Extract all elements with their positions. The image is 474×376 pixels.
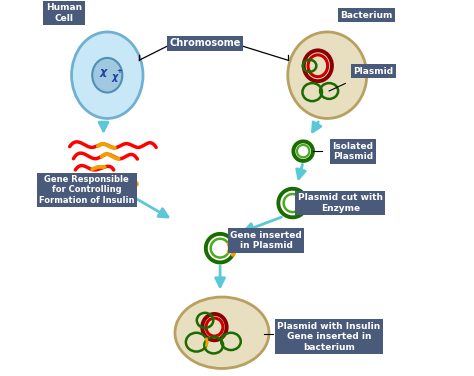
Text: +: +	[117, 68, 123, 74]
Text: Plasmid: Plasmid	[353, 67, 393, 76]
Text: χ: χ	[112, 73, 118, 82]
Ellipse shape	[288, 32, 367, 118]
Text: Gene inserted
in Plasmid: Gene inserted in Plasmid	[230, 231, 302, 250]
Ellipse shape	[72, 32, 143, 118]
Text: Human
Cell: Human Cell	[46, 3, 82, 23]
Text: χ: χ	[99, 67, 106, 77]
Text: Chromosome: Chromosome	[169, 38, 241, 48]
Text: Plasmid with Insulin
Gene inserted in
bacterium: Plasmid with Insulin Gene inserted in ba…	[277, 322, 381, 352]
Text: Plasmid cut with
Enzyme: Plasmid cut with Enzyme	[298, 193, 383, 213]
Ellipse shape	[92, 58, 122, 92]
Ellipse shape	[175, 297, 269, 368]
Text: Isolated
Plasmid: Isolated Plasmid	[332, 142, 374, 161]
Text: Gene Responsible
for Controlling
Formation of Insulin: Gene Responsible for Controlling Formati…	[39, 175, 134, 205]
Text: Bacterium: Bacterium	[340, 11, 393, 20]
